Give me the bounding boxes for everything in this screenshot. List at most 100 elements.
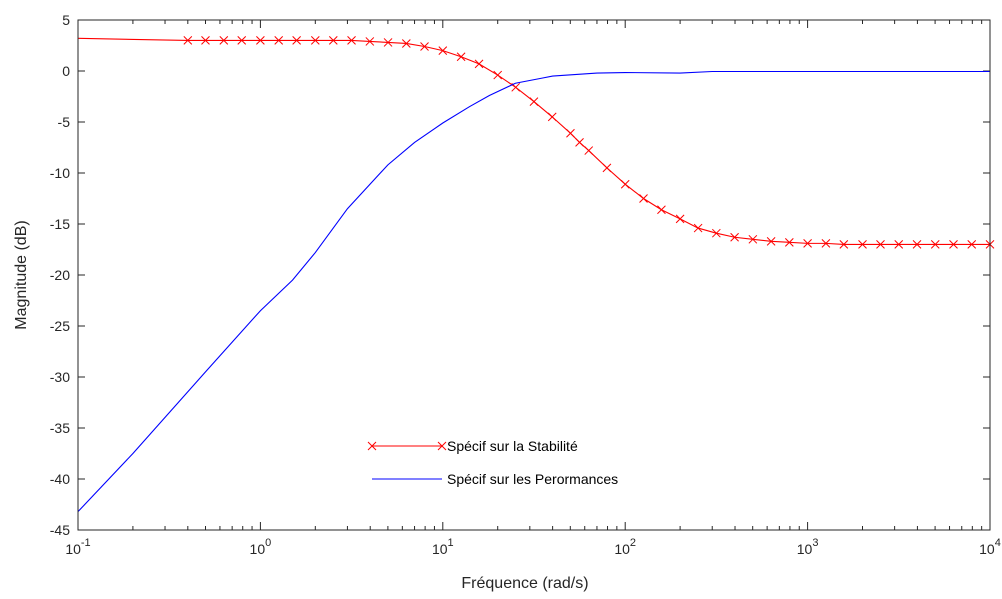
series-point-0 <box>620 179 630 189</box>
marker-stroke <box>310 36 320 45</box>
marker-stroke <box>711 228 721 238</box>
marker-stroke <box>474 59 484 69</box>
legend: Spécif sur la Stabilité Spécif sur les P… <box>367 438 618 487</box>
marker-stroke <box>748 234 758 244</box>
x-tick-labels: 10-1 100 101 102 103 104 <box>65 537 1001 557</box>
series-point-0 <box>456 52 466 62</box>
x-tick-base: 10 <box>797 541 813 557</box>
y-tick-label: -30 <box>50 369 70 385</box>
series-point-0 <box>639 194 648 203</box>
x-tick-exponent: 0 <box>265 537 271 549</box>
y-tick-label: -40 <box>50 471 70 487</box>
x-tick-exponent: 4 <box>995 537 1001 549</box>
marker-stroke <box>347 36 356 45</box>
marker-stroke <box>766 236 776 246</box>
x-tick-exponent: 2 <box>630 537 636 549</box>
marker-stroke <box>438 46 448 55</box>
series-point-0 <box>237 36 247 45</box>
marker-stroke <box>566 128 575 138</box>
x-minor-ticks <box>132 20 983 530</box>
x-tick-label: 102 <box>614 537 636 557</box>
y-tick-label: -15 <box>50 216 70 232</box>
series-point-0 <box>876 240 885 249</box>
marker-stroke <box>949 240 958 249</box>
marker-stroke <box>839 240 849 249</box>
x-tick-label: 104 <box>979 537 1001 557</box>
x-tick-label: 101 <box>432 537 454 557</box>
y-axis-title: Magnitude (dB) <box>13 220 30 329</box>
marker-stroke <box>237 36 247 45</box>
series-point-0 <box>748 234 758 244</box>
legend-label-stability: Spécif sur la Stabilité <box>447 438 578 454</box>
series-point-0 <box>401 39 411 48</box>
marker-stroke <box>219 36 229 45</box>
marker-stroke <box>967 240 977 249</box>
series-point-0 <box>657 205 666 215</box>
series-point-0 <box>894 240 904 249</box>
y-tick-label: -20 <box>50 267 70 283</box>
marker-stroke <box>858 240 867 249</box>
y-tick-labels: 5 0 -5 -10 -15 -20 -25 -30 -35 -40 -45 <box>50 12 70 538</box>
marker-stroke <box>256 36 265 45</box>
series-point-0 <box>967 240 977 249</box>
series-point-0 <box>858 240 867 249</box>
marker-stroke <box>201 36 210 45</box>
x-tick-base: 10 <box>432 541 448 557</box>
marker-stroke <box>274 36 284 45</box>
marker-stroke <box>821 239 831 248</box>
marker-stroke <box>547 112 557 122</box>
series-point-0 <box>839 240 849 249</box>
y-tick-label: 5 <box>62 12 70 28</box>
series-point-0 <box>693 223 703 233</box>
marker-stroke <box>876 240 885 249</box>
legend-label-performance: Spécif sur les Perormances <box>447 471 618 487</box>
y-tick-label: -25 <box>50 318 70 334</box>
marker-stroke <box>639 194 648 203</box>
series-point-0 <box>730 232 739 242</box>
marker-stroke <box>803 239 812 248</box>
series-point-0 <box>274 36 284 45</box>
x-tick-exponent: 1 <box>448 537 454 549</box>
series-point-0 <box>766 236 776 246</box>
series-point-0 <box>383 38 393 47</box>
series-point-0 <box>201 36 210 45</box>
x-tick-base: 10 <box>250 541 266 557</box>
marker-stroke <box>730 232 739 242</box>
series-point-0 <box>602 163 612 173</box>
marker-stroke <box>693 223 703 233</box>
series-point-0 <box>547 112 557 122</box>
y-tick-label: -35 <box>50 420 70 436</box>
series-point-0 <box>821 239 831 248</box>
y-tick-label: -10 <box>50 165 70 181</box>
marker-stroke <box>930 240 940 249</box>
x-tick-label: 100 <box>250 537 272 557</box>
marker-stroke <box>456 52 466 62</box>
series-point-0 <box>949 240 958 249</box>
marker-stroke <box>657 205 666 215</box>
series-point-0 <box>256 36 265 45</box>
marker-stroke <box>511 82 521 92</box>
x-axis-title: Fréquence (rad/s) <box>461 575 588 592</box>
y-tick-label: -5 <box>58 114 71 130</box>
marker-stroke <box>675 214 685 224</box>
series-point-0 <box>711 228 721 238</box>
series-point-0 <box>183 36 193 45</box>
series-point-0 <box>474 59 484 69</box>
x-tick-label: 10-1 <box>65 537 90 557</box>
series-point-0 <box>529 97 539 106</box>
marker-stroke <box>183 36 193 45</box>
series-point-0 <box>310 36 320 45</box>
y-tick-label: -45 <box>50 522 70 538</box>
legend-marker-stability <box>367 441 447 451</box>
series-point-0 <box>493 70 503 80</box>
x-tick-exponent: -1 <box>81 537 91 549</box>
series-point-0 <box>438 46 448 55</box>
x-tick-exponent: 3 <box>812 537 818 549</box>
series-point-0 <box>328 36 338 45</box>
series-point-0 <box>219 36 229 45</box>
marker-stroke <box>894 240 904 249</box>
marker-stroke <box>912 240 922 249</box>
series-point-0 <box>584 146 594 155</box>
